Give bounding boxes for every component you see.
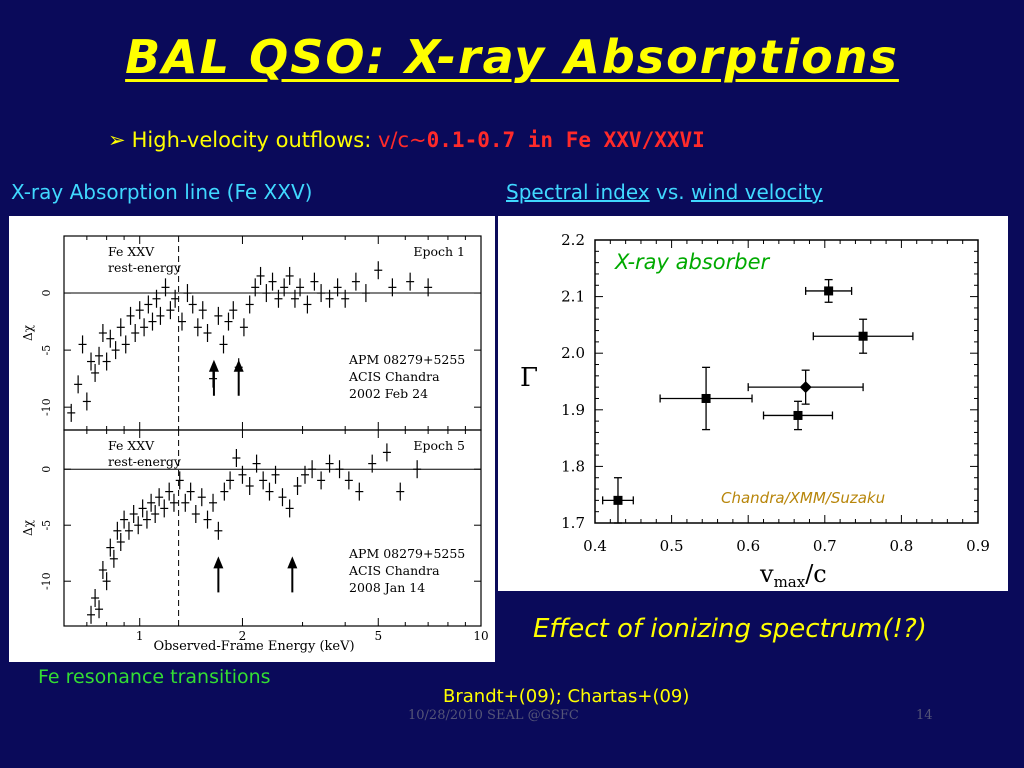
- spectrum-xtick-label: 2: [239, 629, 247, 643]
- spectral-index-link[interactable]: Spectral index: [506, 180, 650, 204]
- gamma-xtick-label: 0.8: [889, 537, 913, 555]
- spectrum-ylabel: Δχ: [21, 324, 35, 341]
- gamma-xtick-label: 0.4: [583, 537, 607, 555]
- slide-title: BAL QSO: X-ray Absorptions: [125, 30, 899, 84]
- instrument-name: ACIS Chandra: [348, 369, 440, 384]
- spectrum-xtick-label: 5: [374, 629, 382, 643]
- spectrum-ylabel: Δχ: [21, 519, 35, 536]
- observation-date: 2002 Feb 24: [349, 386, 428, 401]
- absorption-arrowhead: [233, 359, 244, 372]
- gamma-plot-frame: [594, 239, 979, 524]
- gamma-xtick-label: 0.9: [966, 537, 990, 555]
- spectrum-panel-frame: [63, 429, 482, 627]
- gamma-data-point: [799, 381, 812, 394]
- bullet-point: ➢ High-velocity outflows: v/c~0.1-0.7 in …: [108, 128, 705, 152]
- spectrum-ytick-label: 0: [40, 466, 53, 473]
- spectrum-ytick-label: -5: [40, 520, 53, 531]
- vmax-xlabel: vmax/c: [759, 560, 827, 591]
- gamma-ylabel: Γ: [520, 363, 538, 393]
- page-number: 14: [916, 708, 933, 723]
- footer-date: 10/28/2010 SEAL @GSFC: [408, 708, 579, 723]
- source-name: APM 08279+5255: [348, 546, 465, 561]
- spectrum-ytick-label: 0: [40, 290, 53, 297]
- chandra-label: Chandra/XMM/Suzaku: [721, 489, 885, 507]
- fe-xxv-label: Fe XXV: [108, 244, 155, 259]
- x-ray-absorber-label: X-ray absorber: [614, 250, 771, 274]
- spectrum-ytick-label: -10: [40, 572, 53, 590]
- gamma-data-point: [793, 410, 803, 420]
- spectrum-xtick-label: 10: [473, 629, 488, 643]
- wind-velocity-link[interactable]: wind velocity: [690, 180, 823, 204]
- spectrum-ytick-label: -5: [40, 345, 53, 356]
- arrow-bullet-icon: ➢: [108, 128, 126, 152]
- absorption-arrowhead: [287, 556, 298, 569]
- gamma-data-point: [824, 286, 834, 296]
- vs-text: vs.: [649, 180, 691, 204]
- fe-caption: Fe resonance transitions: [38, 666, 271, 688]
- spectrum-figure: 0 -5 -10 Δχ Fe XXV rest-energy Epoch 1 APM 0827…: [9, 216, 495, 662]
- source-name: APM 08279+5255: [348, 352, 465, 367]
- spectrum-ytick-label: -10: [40, 398, 53, 416]
- right-heading: Spectral index vs. wind velocity: [506, 180, 823, 204]
- epoch-label: Epoch 1: [413, 244, 465, 259]
- gamma-figure: 0.4 0.5 0.6 0.7 0.8 0.9 1.7 1.8 1.9 2.0 2.1 2.2 X-r…: [498, 216, 1008, 591]
- gamma-data-point: [858, 331, 868, 341]
- effect-caption: Effect of ionizing spectrum(!?): [533, 614, 927, 644]
- gamma-data-point: [613, 495, 623, 505]
- absorption-arrowhead: [208, 359, 219, 372]
- fe-xxv-label: Fe XXV: [108, 438, 155, 453]
- gamma-ytick-label: 2.2: [561, 231, 585, 249]
- rest-energy-label: rest-energy: [108, 454, 182, 469]
- rest-energy-label: rest-energy: [108, 260, 182, 275]
- epoch-label: Epoch 5: [413, 438, 465, 453]
- gamma-ytick-label: 1.8: [561, 457, 585, 475]
- gamma-chart: 0.4 0.5 0.6 0.7 0.8 0.9 1.7 1.8 1.9 2.0 2.1 2.2 X-r…: [520, 231, 990, 591]
- spectrum-xlabel: Observed-Frame Energy (keV): [153, 639, 354, 654]
- gamma-xtick-label: 0.6: [736, 537, 760, 555]
- gamma-ytick-label: 2.1: [561, 288, 585, 306]
- gamma-ytick-label: 1.7: [561, 514, 585, 532]
- instrument-name: ACIS Chandra: [348, 563, 440, 578]
- spectrum-xtick-label: 1: [136, 629, 144, 643]
- absorption-arrowhead: [213, 556, 224, 569]
- gamma-ytick-label: 2.0: [561, 344, 585, 362]
- left-heading: X-ray Absorption line (Fe XXV): [11, 180, 313, 204]
- gamma-data-point: [701, 393, 711, 403]
- bullet-value: 0.1-0.7 in Fe XXV/XXVI: [426, 128, 705, 152]
- bullet-text: High-velocity outflows:: [131, 128, 378, 152]
- bullet-vc: v/c~: [377, 128, 427, 152]
- observation-date: 2008 Jan 14: [349, 580, 425, 595]
- references: Brandt+(09); Chartas+(09): [443, 686, 690, 707]
- gamma-xtick-label: 0.5: [660, 537, 684, 555]
- gamma-ytick-label: 1.9: [561, 401, 585, 419]
- gamma-xtick-label: 0.7: [813, 537, 837, 555]
